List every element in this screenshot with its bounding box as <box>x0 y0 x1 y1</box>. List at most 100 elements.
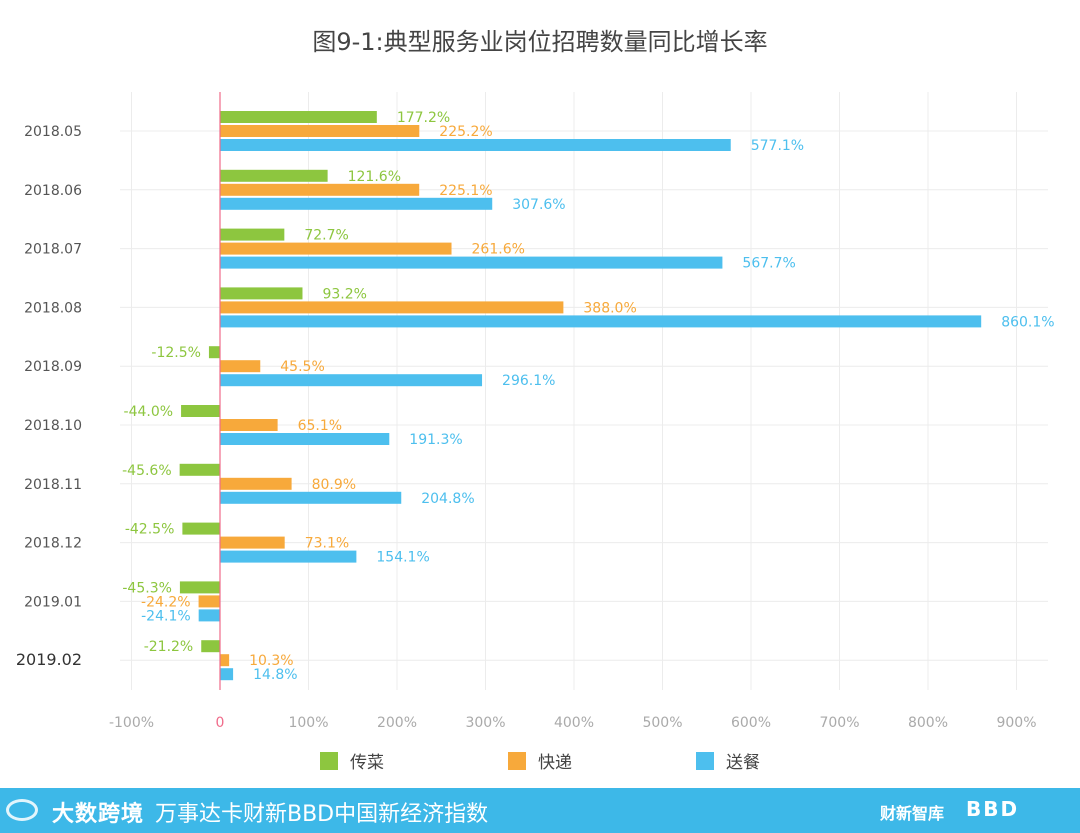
x-tick-label: 600% <box>731 715 771 731</box>
data-label: 225.1% <box>439 183 492 199</box>
bar <box>220 111 377 123</box>
bar <box>220 228 285 241</box>
bar <box>220 315 982 328</box>
legend-item: 送餐 <box>696 748 760 773</box>
bar <box>220 125 420 137</box>
bar <box>220 654 230 667</box>
legend-swatch <box>508 751 526 770</box>
data-label: 10.3% <box>249 653 293 669</box>
bars-layer <box>179 111 982 681</box>
legend-swatch <box>696 751 714 770</box>
data-label: 577.1% <box>751 138 804 154</box>
labels-layer: 177.2%225.2% 577.1% 121.6% 225.1% 307.6% 72.7… <box>122 110 1054 683</box>
data-label: -24.1% <box>141 608 191 624</box>
axis-layer: -100% 0 100% 200% 300% 400% 500% 600% 700% 800% 90… <box>16 92 1037 731</box>
data-label: 80.9% <box>312 477 356 493</box>
legend: 传菜 快递 送餐 <box>0 748 1080 778</box>
bar <box>220 197 493 210</box>
legend-item: 传菜 <box>320 748 384 773</box>
data-label: 261.6% <box>472 242 525 258</box>
x-tick-label: 900% <box>996 715 1036 731</box>
y-tick-label: 2018.12 <box>24 536 82 552</box>
data-label: 65.1% <box>298 418 342 434</box>
bbd-logo: BBD <box>966 797 1020 821</box>
x-tick-label: 800% <box>908 715 948 731</box>
data-label: 204.8% <box>421 491 474 507</box>
bar <box>201 640 220 653</box>
bar <box>220 360 261 373</box>
bar <box>220 183 420 196</box>
x-tick-label: 100% <box>288 715 328 731</box>
bar <box>220 287 303 300</box>
bar-chart: 177.2%225.2% 577.1% 121.6% 225.1% 307.6% 72.7… <box>16 92 1055 731</box>
bar <box>179 463 220 476</box>
source-logo-icon <box>6 799 38 821</box>
y-tick-label: 2019.01 <box>24 594 82 610</box>
bar <box>220 169 328 182</box>
data-label: 72.7% <box>304 228 348 244</box>
bar <box>220 433 390 445</box>
data-label: 388.0% <box>583 300 636 316</box>
x-tick-label: -100% <box>109 715 154 731</box>
data-label: -12.5% <box>151 345 201 361</box>
data-label: 191.3% <box>409 432 462 448</box>
legend-label: 传菜 <box>350 753 384 773</box>
x-tick-label: 300% <box>465 715 505 731</box>
caixin-logo: 财新智库 <box>880 804 945 823</box>
y-tick-label: 2018.09 <box>24 359 82 375</box>
bar <box>220 242 452 255</box>
y-tick-label: 2018.11 <box>24 477 82 493</box>
data-label: -45.3% <box>122 580 172 596</box>
data-label: 567.7% <box>742 256 795 272</box>
y-tick-label: 2018.06 <box>24 183 82 199</box>
x-tick-label: 700% <box>819 715 859 731</box>
x-tick-label: 200% <box>377 715 417 731</box>
bar <box>220 550 357 563</box>
data-label: 93.2% <box>322 286 366 302</box>
bar <box>220 668 234 681</box>
data-label: 307.6% <box>512 197 565 213</box>
bar <box>220 139 731 151</box>
footer-title: 万事达卡财新BBD中国新经济指数 <box>155 802 489 827</box>
x-tick-label: 500% <box>642 715 682 731</box>
y-tick-label: 2018.10 <box>24 418 82 434</box>
data-label: 177.2% <box>397 110 450 126</box>
x-tick-label: 0 <box>216 715 225 731</box>
bar <box>198 609 220 622</box>
bar <box>181 405 220 417</box>
legend-label: 送餐 <box>726 753 760 773</box>
bar <box>198 595 220 608</box>
legend-label: 快递 <box>538 753 572 773</box>
source-brand: 大数跨境 <box>52 802 145 827</box>
data-label: 860.1% <box>1001 314 1054 330</box>
data-label: -24.2% <box>141 594 191 610</box>
bar <box>220 256 723 269</box>
data-label: 73.1% <box>305 536 349 552</box>
bar <box>220 477 292 490</box>
y-tick-label: 2018.07 <box>24 242 82 258</box>
legend-swatch <box>320 751 338 770</box>
legend-item: 快递 <box>508 748 572 773</box>
data-label: -42.5% <box>125 522 175 538</box>
data-label: 14.8% <box>253 667 297 683</box>
bar <box>220 419 278 431</box>
chart-title: 图9-1:典型服务业岗位招聘数量同比增长率 <box>312 28 768 56</box>
data-label: -44.0% <box>124 404 174 420</box>
footer-banner: 大数跨境 万事达卡财新BBD中国新经济指数 财新智库 BBD <box>0 788 1080 833</box>
data-label: -45.6% <box>122 463 172 479</box>
y-tick-label: 2018.05 <box>24 124 82 140</box>
bar <box>220 301 564 314</box>
bar <box>208 346 220 359</box>
data-label: -21.2% <box>144 639 194 655</box>
data-label: 296.1% <box>502 373 555 389</box>
bar <box>182 522 220 535</box>
data-label: 225.2% <box>439 124 492 140</box>
bar <box>220 491 402 504</box>
y-tick-label: 2019.02 <box>16 650 82 669</box>
bar <box>220 536 285 549</box>
y-tick-label: 2018.08 <box>24 300 82 316</box>
data-label: 121.6% <box>348 169 401 185</box>
x-tick-label: 400% <box>554 715 594 731</box>
bar <box>220 374 483 387</box>
data-label: 154.1% <box>376 550 429 566</box>
